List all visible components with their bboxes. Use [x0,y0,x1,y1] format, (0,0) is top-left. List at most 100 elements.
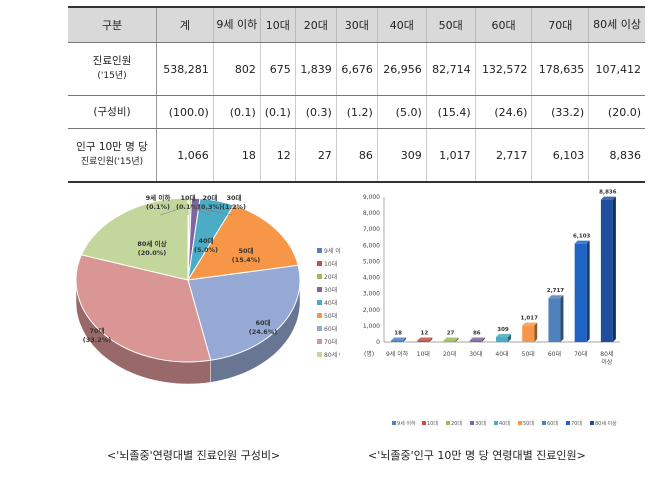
bar-top [548,295,564,299]
legend-swatch [392,421,396,425]
bar [548,298,561,342]
legend-swatch [590,421,594,425]
x-tick-label: 60대 [548,350,561,358]
header-age: 50대 [425,6,476,43]
y-tick-label: 4,000 [363,275,380,282]
table-cell: (0.1) [212,95,261,129]
bar-value-label: 6,103 [573,234,591,240]
table-cell: 2,717 [474,128,532,183]
pie-data-label: 20대 (0.3%) [198,193,222,211]
bar [469,340,482,342]
unit-label: (명) [364,350,374,358]
table-cell: 675 [259,42,296,96]
bar-side [429,337,433,342]
legend-label: 80세 이상 [324,351,340,359]
pie-slice [187,204,299,281]
bar [391,340,404,342]
pie-data-label: 60대 (24.6%) [249,318,278,336]
age-distribution-pie-chart: 9세 이하 (0.1%)10대 (0.1%)20대 (0.3%)30대 (1.2%)40… [75,193,340,385]
table-cell: 18 [212,128,261,183]
legend-swatch [470,421,474,425]
legend-label: 60대 [547,420,558,427]
bar-top [417,337,433,341]
legend-label: 60대 [324,325,337,333]
pie-chart-caption: <'뇌졸중'연령대별 진료인원 구성비> [107,449,281,462]
bar-legend: 9세 이하 10대 20대 30대 40대 50대 60대 70대 80세 이상 [392,420,617,427]
bar-value-label: 86 [473,331,481,337]
legend-label: 9세 이하 [324,247,340,255]
bar-side [560,295,564,342]
pie-slice [187,264,301,361]
legend-swatch [317,274,322,279]
bar [443,340,456,342]
legend-label: 70대 [571,420,582,427]
legend-swatch [317,287,322,292]
table-cell: 178,635 [531,42,589,96]
table-row: 인구 10만 명 당 진료인원('15년) 1,066 18 12 27 86 309 1,01… [68,128,645,183]
legend-label: 70대 [324,338,337,346]
table-header-row: 구분 계 9세 이하 10대 20대 30대 40대 50대 60대 70대 8… [68,6,645,43]
pie-data-label: 9세 이하 (0.1%) [146,193,171,211]
table-cell: 12 [259,128,296,183]
legend-label: 50대 [523,420,534,427]
x-tick-label: 70대 [574,350,587,358]
x-tick-label: 40대 [495,350,508,358]
bar-side [534,322,538,342]
legend-swatch [422,421,426,425]
bar-side [586,240,590,342]
legend-swatch [494,421,498,425]
x-tick-label: 10대 [417,350,430,358]
y-tick-label: 1,000 [363,323,380,330]
bar [574,243,587,342]
bar-side [481,337,485,342]
legend-label: 40대 [324,299,337,307]
table-cell: 26,956 [376,42,427,96]
header-age: 30대 [335,6,378,43]
table-row: (구성비) (100.0) (0.1) (0.1) (0.3) (1.2) (5.0) (15… [68,95,645,129]
row-label-main: 진료인원 [92,55,132,67]
row-label-main: (구성비) [93,105,131,118]
y-tick-label: 9,000 [363,194,380,201]
row-label-sub: ('15년) [97,71,127,81]
legend-swatch [317,261,322,266]
legend-label: 80세 이상 [595,420,617,427]
x-tick-label: 30대 [469,350,482,358]
table-cell: (15.4) [425,95,476,129]
y-tick-label: 0 [376,339,380,346]
y-tick-label: 7,000 [363,226,380,233]
row-label-sub: 진료인원('15년) [80,157,144,167]
header-age: 80세 이상 [588,6,645,43]
bar-side [508,334,511,342]
table-cell: 86 [335,128,378,183]
header-age: 20대 [294,6,337,43]
table-row: 진료인원 ('15년) 538,281 802 675 1,839 6,676 26,956 8… [68,42,645,96]
legend-swatch [446,421,450,425]
table-cell: 802 [212,42,261,96]
legend-label: 30대 [475,420,486,427]
bar-value-label: 27 [447,331,455,337]
header-category: 구분 [68,6,157,43]
bar [496,337,508,342]
bar [522,325,535,342]
header-age: 9세 이하 [212,6,261,43]
bar-value-label: 309 [497,327,509,333]
per-100k-bar-chart: 0 1,000 2,000 3,000 4,000 5,000 6,000 7,000 8,00… [363,190,620,427]
legend-swatch [317,326,322,331]
legend-swatch [317,248,322,253]
table-cell: 27 [294,128,337,183]
x-tick-label: 80세 이상 [600,350,613,366]
bar [600,199,613,342]
table-cell: 309 [376,128,427,183]
legend-swatch [518,421,522,425]
pie-leader-line [189,206,211,216]
bar-value-label: 8,836 [599,190,617,196]
y-tick-label: 6,000 [363,242,380,249]
table-cell: 107,412 [588,42,645,96]
bar-chart-caption: <'뇌졸중'인구 10만 명 당 연령대별 진료인원> [368,449,586,462]
row-label: (구성비) [68,95,157,129]
header-age: 40대 [376,6,427,43]
legend-label: 50대 [324,312,337,320]
bar-value-label: 2,717 [547,288,565,294]
table-cell: 1,017 [425,128,476,183]
legend-label: 20대 [451,420,462,427]
